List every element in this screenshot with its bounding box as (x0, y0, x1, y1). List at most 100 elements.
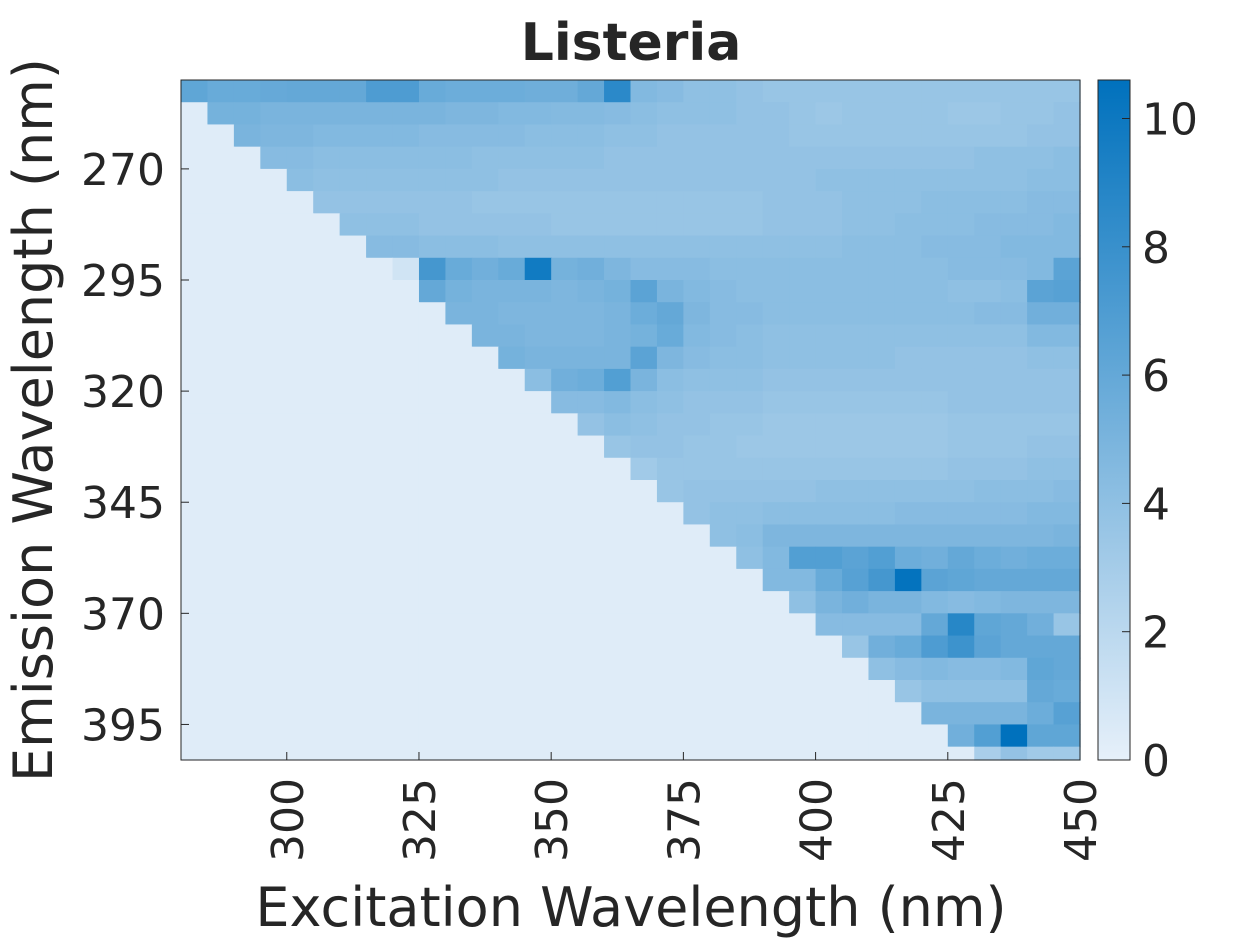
heatmap-cell (207, 657, 235, 681)
heatmap-cell (974, 746, 1002, 761)
heatmap-cell (815, 746, 843, 761)
heatmap-cell (445, 657, 473, 681)
heatmap-cell (789, 346, 817, 370)
heatmap-cell (551, 302, 579, 326)
heatmap-cell (868, 302, 896, 326)
heatmap-cell (815, 391, 843, 414)
heatmap-cell (604, 546, 632, 570)
heatmap-cell (339, 702, 367, 726)
heatmap-cell (524, 146, 552, 170)
heatmap-cell (498, 102, 526, 126)
heatmap-cell (286, 524, 314, 548)
heatmap-cell (762, 168, 790, 192)
heatmap-cell (445, 346, 473, 370)
heatmap-cell (366, 391, 394, 414)
heatmap-cell (1027, 724, 1055, 748)
heatmap-cell (656, 457, 684, 481)
heatmap-cell (1053, 457, 1081, 481)
heatmap-cell (1027, 168, 1055, 192)
heatmap-cell (181, 80, 209, 103)
heatmap-cell (498, 657, 526, 681)
heatmap-cell (947, 191, 975, 214)
heatmap-cell (313, 168, 341, 192)
heatmap-cell (551, 80, 579, 103)
heatmap-cell (392, 524, 420, 548)
heatmap-cell (445, 591, 473, 614)
heatmap-cell (471, 124, 499, 148)
heatmap-cell (842, 502, 870, 526)
heatmap-cell (630, 724, 658, 748)
heatmap-cell (181, 213, 209, 237)
heatmap-cell (418, 191, 447, 214)
heatmap-cell (392, 102, 420, 126)
heatmap-cell (286, 702, 314, 726)
heatmap-cell (445, 191, 473, 214)
heatmap-cell (524, 457, 552, 481)
heatmap-cell (471, 480, 499, 503)
heatmap-cell (683, 235, 711, 259)
heatmap-cell (207, 702, 235, 726)
heatmap-cell (286, 568, 314, 592)
heatmap-cell (815, 413, 843, 437)
heatmap-cell (524, 391, 552, 414)
heatmap-cell (921, 346, 949, 370)
y-tick-label: 395 (81, 700, 165, 751)
heatmap-cell (709, 102, 737, 126)
heatmap-cell (181, 635, 209, 659)
heatmap-cell (366, 346, 394, 370)
heatmap-cell (551, 413, 579, 437)
heatmap-cell (762, 457, 790, 481)
heatmap-cell (709, 168, 737, 192)
heatmap-cell (656, 680, 684, 703)
heatmap-cell (471, 191, 499, 214)
heatmap-cell (181, 302, 209, 326)
heatmap-cell (604, 502, 632, 526)
heatmap-cell (1000, 613, 1028, 637)
heatmap-cell (260, 435, 288, 459)
heatmap-cell (1053, 702, 1081, 726)
heatmap-cell (1000, 591, 1028, 614)
heatmap-cell (815, 235, 843, 259)
heatmap-cell (868, 80, 896, 103)
heatmap-cell (921, 502, 949, 526)
heatmap-cell (339, 413, 367, 437)
heatmap-cell (921, 480, 949, 503)
heatmap-cell (683, 457, 711, 481)
heatmap-cell (339, 168, 367, 192)
heatmap-cell (630, 280, 658, 303)
heatmap-cell (445, 235, 473, 259)
heatmap-cell (313, 635, 341, 659)
heatmap-cell (392, 80, 420, 103)
heatmap-cell (313, 80, 341, 103)
heatmap-cell (762, 213, 790, 237)
heatmap-cell (921, 702, 949, 726)
heatmap-cell (471, 235, 499, 259)
heatmap-cell (233, 591, 261, 614)
heatmap-cell (947, 724, 975, 748)
heatmap-cell (789, 102, 817, 126)
heatmap-cell (974, 591, 1002, 614)
heatmap-cell (1053, 368, 1081, 392)
heatmap-cell (339, 346, 367, 370)
heatmap-cell (1027, 368, 1055, 392)
heatmap-cell (1000, 235, 1028, 259)
heatmap-cell (974, 546, 1002, 570)
heatmap-cell (604, 568, 632, 592)
heatmap-cell (1027, 280, 1055, 303)
heatmap-cell (233, 435, 261, 459)
heatmap-cell (339, 724, 367, 748)
heatmap-cell (1027, 413, 1055, 437)
heatmap-cell (683, 391, 711, 414)
heatmap-cell (233, 146, 261, 170)
heatmap-cell (1027, 124, 1055, 148)
heatmap-cell (524, 502, 552, 526)
heatmap-cell (181, 168, 209, 192)
heatmap-cell (762, 80, 790, 103)
heatmap-cell (1027, 546, 1055, 570)
heatmap-cell (366, 591, 394, 614)
heatmap-cell (868, 524, 896, 548)
heatmap-cell (524, 635, 552, 659)
heatmap-cell (842, 724, 870, 748)
heatmap-cell (207, 257, 235, 281)
heatmap-cell (418, 146, 447, 170)
